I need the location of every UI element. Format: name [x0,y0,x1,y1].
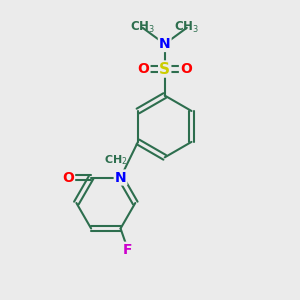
Text: CH$_2$: CH$_2$ [104,153,128,166]
Text: S: S [159,61,170,76]
Text: O: O [62,170,74,184]
Text: CH$_3$: CH$_3$ [174,20,200,35]
Text: N: N [115,170,126,184]
Text: F: F [123,243,133,257]
Text: O: O [180,62,192,76]
Text: O: O [138,62,149,76]
Text: CH$_3$: CH$_3$ [130,20,155,35]
Text: N: N [159,37,170,51]
